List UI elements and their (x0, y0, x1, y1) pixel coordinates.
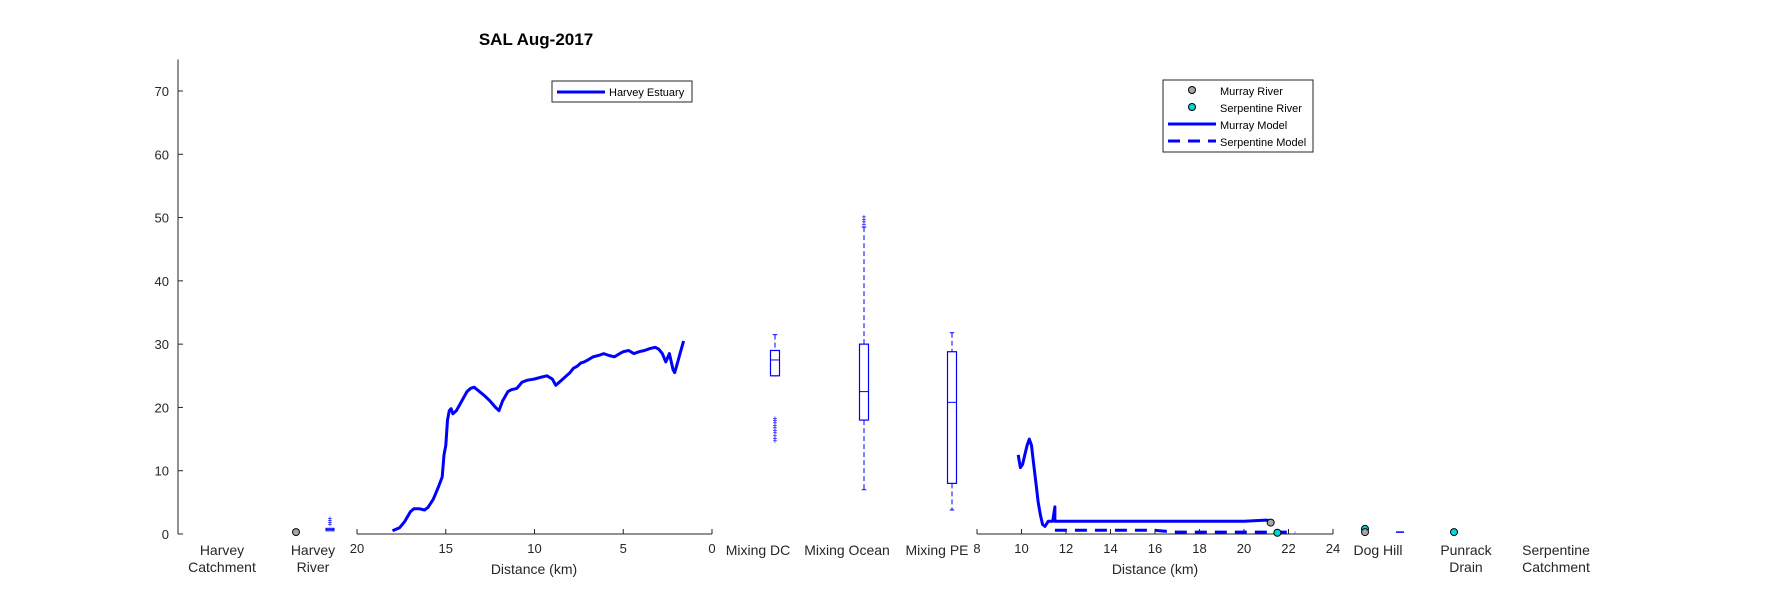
boxplot-outlier: + (773, 421, 778, 430)
y-tick-label: 0 (162, 527, 169, 542)
boxplot-outlier: + (862, 212, 867, 221)
rivers-x-tick-label: 14 (1103, 541, 1117, 556)
boxplot-outlier: + (773, 434, 778, 443)
serpentine-river-point (1273, 528, 1282, 537)
rivers-x-tick-label: 8 (973, 541, 980, 556)
y-axis: 0 10 20 30 40 50 60 70 (155, 59, 183, 542)
category-label: Harvey (291, 542, 335, 558)
category-label: Drain (1449, 559, 1482, 575)
mixing-boxplot: ++++++++++ (769, 334, 781, 445)
category-label: Mixing DC (726, 542, 791, 558)
estuary-x-ticks: 20 15 10 5 0 (350, 529, 716, 556)
mixing-boxplot: ++++ (858, 212, 870, 491)
estuary-x-axis-label: Distance (km) (491, 561, 577, 577)
rivers-x-ticks: 8 10 12 14 16 18 20 22 24 (973, 529, 1340, 556)
y-tick-label: 70 (155, 84, 169, 99)
murray-river-legend-marker (1188, 86, 1196, 94)
murray-river-point (1266, 518, 1275, 527)
estuary-legend-label: Harvey Estuary (609, 87, 685, 99)
y-tick-label: 30 (155, 337, 169, 352)
mixing-boxplot (946, 332, 958, 511)
rivers-x-tick-label: 16 (1148, 541, 1162, 556)
rivers-x-tick-label: 22 (1281, 541, 1295, 556)
boxplot-outlier: + (773, 416, 778, 425)
category-label: Mixing PE (905, 542, 968, 558)
harvey-estuary-line (391, 340, 686, 533)
rivers-x-tick-label: 12 (1059, 541, 1073, 556)
y-tick-label: 20 (155, 400, 169, 415)
estuary-legend: Harvey Estuary (551, 80, 693, 103)
rivers-x-tick-label: 10 (1014, 541, 1028, 556)
category-label: Harvey (200, 542, 244, 558)
boxplot-outlier: + (773, 424, 778, 433)
serpentine-model-legend-label: Serpentine Model (1220, 137, 1306, 149)
mixing-boxplots: ++++++++++++++ (769, 212, 958, 511)
boxplot-outlier: + (773, 436, 778, 445)
murray-river-legend-label: Murray River (1220, 86, 1283, 98)
boxplot-outlier: + (773, 414, 778, 423)
rivers-legend: Murray River Serpentine River Murray Mod… (1162, 79, 1314, 153)
harvey-estuary-panel: 20 15 10 5 0 Distance (km) Harvey Estuary (350, 80, 716, 577)
boxplot-outlier: + (862, 220, 867, 229)
serpentine-river-legend-marker (1188, 103, 1196, 111)
estuary-x-tick-label: 5 (620, 541, 627, 556)
chart-title: SAL Aug-2017 (479, 30, 593, 49)
category-label: Dog Hill (1353, 542, 1402, 558)
category-label: Punrack (1440, 542, 1492, 558)
boxplot-box (769, 349, 781, 377)
murray-model-legend-label: Murray Model (1220, 120, 1287, 132)
estuary-legend-box (551, 80, 693, 103)
boxplot-outlier: + (862, 217, 867, 226)
estuary-x-tick-label: 15 (439, 541, 453, 556)
boxplot-outlier: + (773, 426, 778, 435)
serpentine-river-legend-label: Serpentine River (1220, 103, 1302, 115)
harvey-river-outlier: + (328, 514, 333, 523)
y-tick-label: 50 (155, 211, 169, 226)
punrack-drain-serpentine-point (1450, 528, 1458, 537)
murray-model-line (1016, 437, 1274, 528)
harvey-river-outlier: + (328, 518, 333, 527)
category-label: Catchment (1522, 559, 1590, 575)
rivers-points (1266, 518, 1282, 537)
estuary-x-tick-label: 20 (350, 541, 364, 556)
rivers-x-tick-label: 20 (1237, 541, 1251, 556)
y-tick-label: 10 (155, 464, 169, 479)
category-label: Serpentine (1522, 542, 1590, 558)
boxplot-box (946, 351, 958, 484)
y-tick-label: 40 (155, 274, 169, 289)
boxplot-box (858, 343, 870, 421)
category-label: River (297, 559, 330, 575)
boxplot-outlier: + (773, 431, 778, 440)
boxplot-outlier: + (773, 419, 778, 428)
category-label: Catchment (188, 559, 256, 575)
rivers-x-axis-label: Distance (km) (1112, 561, 1198, 577)
estuary-x-tick-label: 10 (527, 541, 541, 556)
boxplot-outlier: + (773, 429, 778, 438)
category-label: Mixing Ocean (804, 542, 890, 558)
rivers-x-tick-label: 18 (1192, 541, 1206, 556)
y-tick-label: 60 (155, 147, 169, 162)
estuary-x-tick-label: 0 (708, 541, 715, 556)
harvey-river-point (292, 528, 300, 537)
serpentine-model-line (1054, 528, 1296, 535)
rivers-panel: 8 10 12 14 16 18 20 22 24 Distance (km) Murray R… (973, 79, 1340, 577)
dog-hill-murray-point (1361, 528, 1369, 537)
harvey-river-group: ++++ (292, 514, 335, 537)
boxplot-outlier: + (862, 215, 867, 224)
harvey-river-outlier: + (328, 520, 333, 529)
dog-hill-punrack-points (1361, 524, 1458, 537)
harvey-river-outlier: + (328, 516, 333, 525)
rivers-x-tick-label: 24 (1326, 541, 1340, 556)
